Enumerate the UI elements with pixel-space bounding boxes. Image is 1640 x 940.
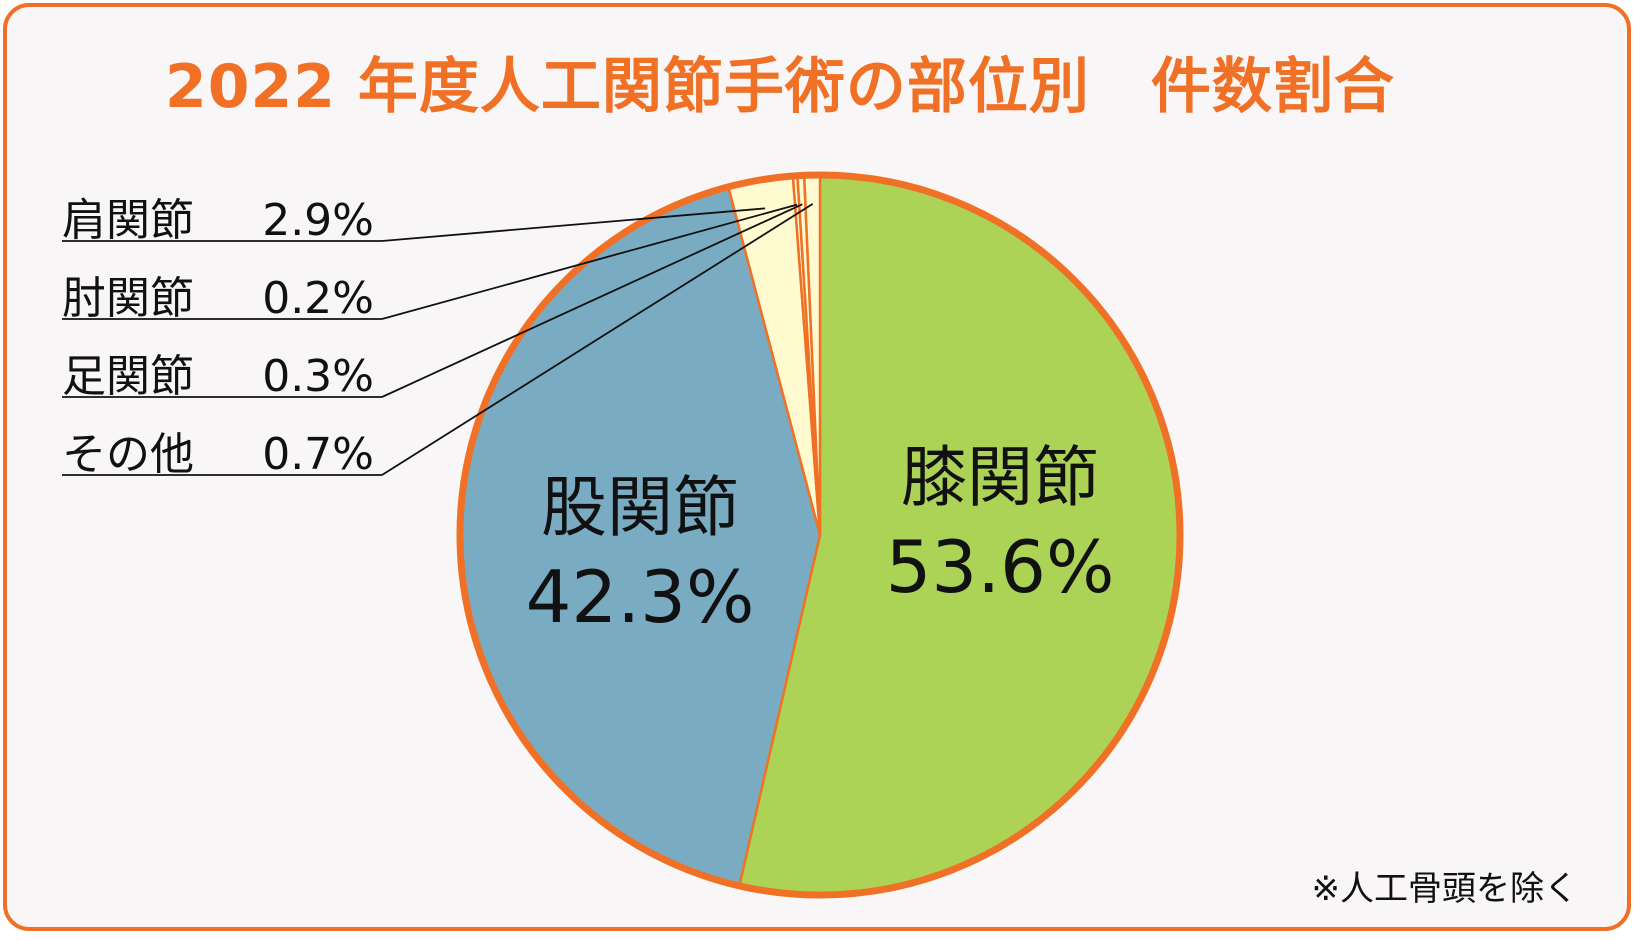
chart-title: 2022 年度人工関節手術の部位別 件数割合	[165, 52, 1395, 122]
slice-label-value-1: 42.3%	[526, 555, 755, 639]
leader-label-name-3: 肘関節	[62, 273, 194, 324]
slice-label-name-1: 股関節	[541, 469, 739, 546]
leader-label-value-5: 0.7%	[262, 429, 374, 480]
leader-label-value-3: 0.2%	[262, 273, 374, 324]
leader-line-5	[381, 203, 814, 476]
slice-label-value-0: 53.6%	[886, 525, 1115, 609]
leader-line-4	[381, 203, 803, 398]
leader-label-name-2: 肩関節	[62, 195, 194, 246]
leader-label-value-2: 2.9%	[262, 195, 374, 246]
leader-label-name-5: その他	[62, 429, 194, 480]
pie-outline	[456, 171, 1184, 899]
leader-line-2	[381, 207, 766, 242]
leader-label-name-4: 足関節	[62, 351, 194, 402]
leader-line-3	[381, 203, 798, 320]
leader-label-value-4: 0.3%	[262, 351, 374, 402]
footnote: ※人工骨頭を除く	[1311, 869, 1579, 909]
slice-label-name-0: 膝関節	[901, 439, 1099, 516]
